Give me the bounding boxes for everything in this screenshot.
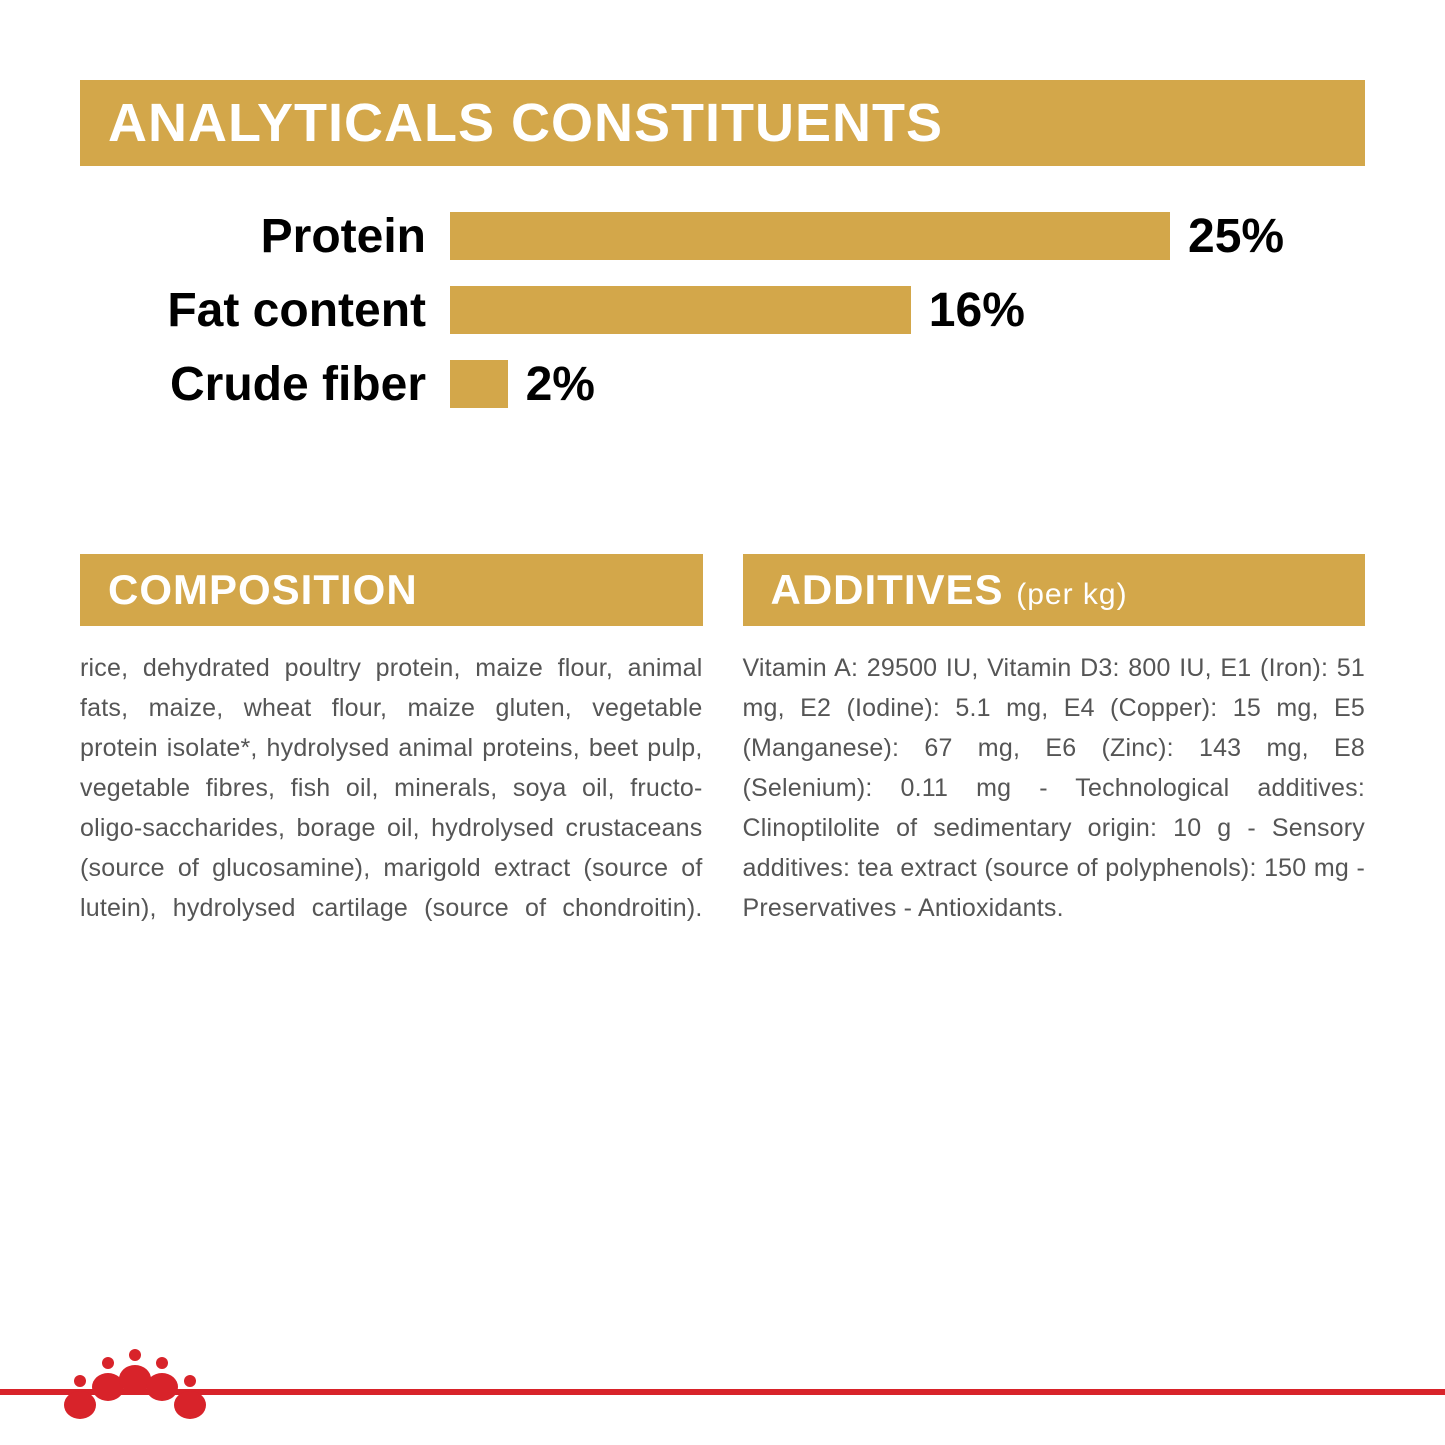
composition-text: rice, dehydrated poultry protein, maize … <box>80 648 703 928</box>
chart-bar-area: 16% <box>450 286 1365 334</box>
composition-header: COMPOSITION <box>80 554 703 626</box>
composition-column: COMPOSITION rice, dehydrated poultry pro… <box>80 554 703 928</box>
chart-bar <box>450 286 911 334</box>
chart-value: 25% <box>1188 209 1284 264</box>
chart-row: Fat content16% <box>120 280 1365 340</box>
main-header-banner: ANALYTICALS CONSTITUENTS <box>80 80 1365 166</box>
chart-bar-area: 2% <box>450 360 1365 408</box>
chart-bar <box>450 212 1170 260</box>
chart-value: 16% <box>929 283 1025 338</box>
chart-label: Crude fiber <box>120 357 450 412</box>
additives-header-main: ADDITIVES <box>771 566 1004 613</box>
additives-header-sub: (per kg) <box>1016 578 1127 611</box>
chart-label: Fat content <box>120 283 450 338</box>
constituents-chart: Protein25%Fat content16%Crude fiber2% <box>120 206 1365 414</box>
crown-logo-icon <box>60 1345 210 1425</box>
additives-column: ADDITIVES (per kg) Vitamin A: 29500 IU, … <box>743 554 1366 928</box>
footer-line <box>0 1389 1445 1395</box>
chart-label: Protein <box>120 209 450 264</box>
info-columns: COMPOSITION rice, dehydrated poultry pro… <box>80 554 1365 928</box>
additives-text: Vitamin A: 29500 IU, Vitamin D3: 800 IU,… <box>743 648 1366 928</box>
chart-bar-area: 25% <box>450 212 1365 260</box>
footer <box>0 1355 1445 1445</box>
chart-row: Crude fiber2% <box>120 354 1365 414</box>
chart-bar <box>450 360 508 408</box>
chart-value: 2% <box>526 357 595 412</box>
additives-header: ADDITIVES (per kg) <box>743 554 1366 626</box>
chart-row: Protein25% <box>120 206 1365 266</box>
